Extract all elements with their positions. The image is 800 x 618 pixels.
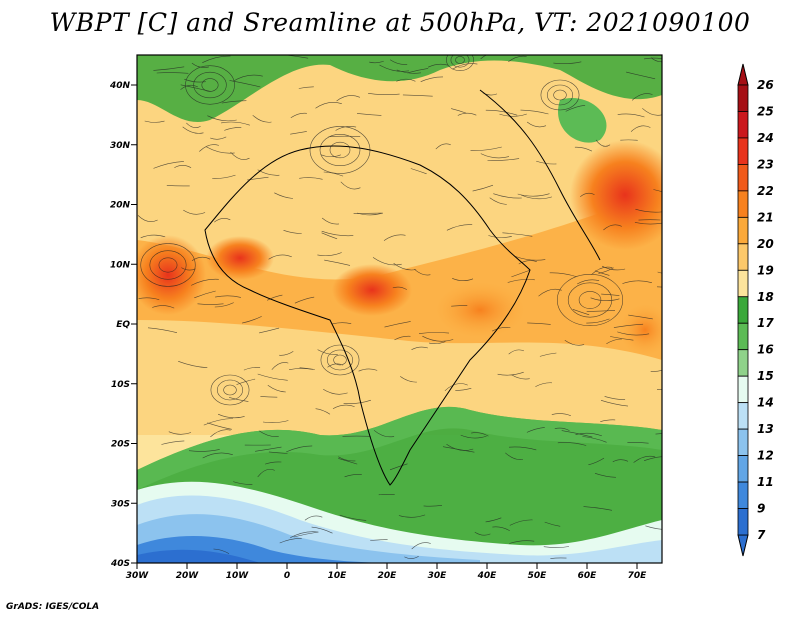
colorbar-swatch <box>737 481 749 509</box>
colorbar-label: 16 <box>757 343 774 357</box>
colorbar-label: 26 <box>757 78 774 92</box>
lon-tick-label: 50E <box>528 571 548 581</box>
colorbar-swatch <box>737 137 749 165</box>
lon-tick-label: 30E <box>428 571 448 581</box>
colorbar-swatch <box>737 216 749 245</box>
colorbar-swatch <box>737 402 749 430</box>
colorbar-label: 14 <box>757 396 774 410</box>
lat-tick-label: 30S <box>111 499 130 509</box>
colorbar-swatch <box>737 84 749 112</box>
colorbar-swatch <box>737 190 749 218</box>
colorbar-label: 9 <box>757 502 765 516</box>
colorbar-swatch <box>737 243 749 271</box>
lat-tick-label: 20S <box>111 440 130 450</box>
lon-tick-label: 30W <box>126 571 150 581</box>
colorbar-label: 12 <box>757 449 774 463</box>
colorbar-swatch <box>737 164 749 192</box>
colorbar-label: 21 <box>757 210 774 224</box>
lat-tick-label: 20N <box>110 201 131 211</box>
lon-tick-label: 10W <box>226 571 250 581</box>
colorbar-label: 18 <box>757 290 774 304</box>
colorbar-swatch <box>737 349 749 377</box>
lon-tick-label: 20E <box>378 571 398 581</box>
colorbar-label: 23 <box>757 157 774 171</box>
lon-tick-label: 60E <box>578 571 598 581</box>
grads-credit: GrADS: IGES/COLA <box>6 602 100 612</box>
colorbar-top-arrow <box>737 63 749 86</box>
longitude-axis: 30W 20W 10W 0 10E 20E 30E 40E 50E 60E 70E <box>126 563 647 581</box>
colorbar-label: 19 <box>757 263 774 277</box>
lon-tick-label: 40E <box>477 571 498 581</box>
lon-tick-label: 20W <box>176 571 200 581</box>
map-frame <box>136 54 663 564</box>
lat-tick-label: 10S <box>111 380 130 390</box>
colorbar-swatch <box>737 455 749 483</box>
colorbar-bottom-arrow <box>737 534 749 557</box>
lat-tick-label: 40S <box>110 559 130 569</box>
colorbar-swatch <box>737 296 749 324</box>
colorbar-label: 15 <box>757 369 774 383</box>
colorbar-label: 25 <box>757 104 774 118</box>
colorbar-label: 20 <box>757 237 774 251</box>
map-field <box>137 55 662 563</box>
colorbar-swatch <box>737 269 749 298</box>
lat-tick-label: EQ <box>116 320 130 330</box>
colorbar-swatch <box>737 375 749 404</box>
colorbar: 26 25 24 23 22 21 20 19 18 17 16 15 14 13 12 11 9 7 <box>737 63 774 557</box>
lat-tick-label: 30N <box>110 141 131 151</box>
colorbar-swatch <box>737 111 749 139</box>
lon-tick-label: 10E <box>328 571 348 581</box>
colorbar-label: 7 <box>757 528 766 542</box>
colorbar-label: 11 <box>757 475 774 489</box>
lat-tick-label: 10N <box>110 260 131 270</box>
colorbar-swatch <box>737 508 749 536</box>
colorbar-label: 17 <box>757 316 774 330</box>
latitude-axis: 40N 30N 20N 10N EQ 10S 20S 30S 40S <box>109 81 137 569</box>
colorbar-label: 22 <box>757 184 774 198</box>
colorbar-swatch <box>737 322 749 351</box>
lat-tick-label: 40N <box>109 81 131 91</box>
chart-title: WBPT [C] and Sreamline at 500hPa, VT: 20… <box>49 8 751 37</box>
colorbar-label: 24 <box>757 131 774 145</box>
lon-tick-label: 0 <box>284 571 290 581</box>
colorbar-label: 13 <box>757 422 774 436</box>
lon-tick-label: 70E <box>628 571 648 581</box>
colorbar-swatch <box>737 428 749 456</box>
